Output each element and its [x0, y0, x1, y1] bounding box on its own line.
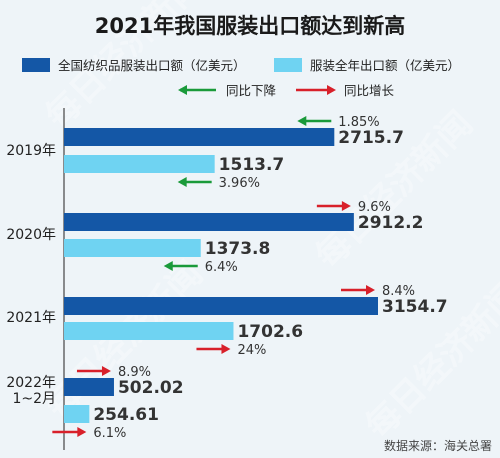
- bar-apparel: [64, 322, 234, 340]
- bar-total: [64, 213, 354, 231]
- yoy-label-total: 8.4%: [382, 284, 415, 299]
- legend: 全国纺织品服装出口额（亿美元） 服装全年出口额（亿美元） 同比下降 同比增长: [22, 58, 460, 98]
- legend-label-total: 全国纺织品服装出口额（亿美元）: [58, 58, 246, 73]
- down-arrow-icon: [177, 177, 212, 187]
- down-arrow-icon-head: [163, 261, 173, 271]
- yoy-label-total: 9.6%: [358, 200, 391, 215]
- yoy-label-total: 1.85%: [338, 115, 379, 130]
- up-arrow-icon-head: [341, 201, 351, 211]
- bar-apparel: [64, 239, 201, 257]
- category-label: 2020年: [6, 227, 56, 243]
- value-label-total: 2912.2: [358, 213, 424, 233]
- down-arrow-icon-head: [177, 177, 187, 187]
- up-arrow-icon: [196, 344, 231, 354]
- up-arrow-icon: [341, 285, 375, 295]
- up-arrow-icon-head: [101, 366, 111, 376]
- bar-apparel: [64, 155, 215, 173]
- value-label-total: 3154.7: [382, 297, 448, 317]
- legend-label-apparel: 服装全年出口额（亿美元）: [310, 58, 460, 73]
- bar-apparel: [64, 405, 90, 423]
- up-arrow-icon-head: [366, 285, 375, 295]
- legend-up-arrow-icon: [296, 85, 336, 95]
- bar-total: [64, 128, 335, 146]
- yoy-label-apparel: 6.1%: [93, 426, 126, 441]
- up-arrow-icon: [76, 366, 111, 376]
- yoy-label-apparel: 6.4%: [205, 260, 238, 275]
- value-label-total: 2715.7: [338, 128, 404, 148]
- source-note: 数据来源：海关总署: [384, 438, 492, 453]
- plot-area: 2019年 2715.71.85% 1513.73.96% 2020年 2912.29.…: [6, 115, 447, 441]
- up-arrow-icon-head: [221, 344, 231, 354]
- bar-total: [64, 297, 378, 315]
- down-arrow-icon: [297, 116, 332, 126]
- value-label-apparel: 1513.7: [219, 155, 285, 175]
- up-arrow-icon-head: [77, 427, 87, 437]
- up-arrow-icon: [52, 427, 87, 437]
- down-arrow-icon-head: [297, 116, 307, 126]
- bar-total: [64, 378, 114, 396]
- category-label: 2021年: [6, 310, 56, 326]
- legend-swatch-total: [22, 58, 50, 72]
- chart-title: 2021年我国服装出口额达到新高: [95, 14, 405, 38]
- legend-label-up: 同比增长: [344, 83, 395, 98]
- down-arrow-icon: [163, 261, 198, 271]
- legend-swatch-apparel: [274, 58, 302, 72]
- value-label-apparel: 1373.8: [205, 239, 271, 259]
- value-label-total: 502.02: [118, 378, 184, 398]
- yoy-label-apparel: 3.96%: [219, 176, 260, 191]
- value-label-apparel: 254.61: [93, 405, 159, 425]
- yoy-label-total: 8.9%: [118, 365, 151, 380]
- legend-down-arrow-icon: [178, 85, 216, 95]
- up-arrow-icon: [316, 201, 351, 211]
- legend-label-down: 同比下降: [226, 83, 277, 98]
- category-label: 2022年 1~2月: [6, 375, 56, 407]
- category-label: 2019年: [6, 143, 56, 159]
- yoy-label-apparel: 24%: [237, 343, 266, 358]
- value-label-apparel: 1702.6: [237, 322, 303, 342]
